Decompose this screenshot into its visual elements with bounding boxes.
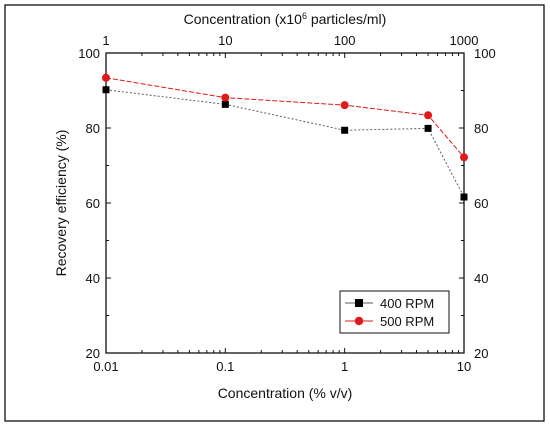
y-tick-label-right: 80 — [474, 121, 488, 136]
legend: 400 RPM 500 RPM — [339, 290, 450, 334]
data-point-400rpm — [460, 193, 468, 201]
top-x-axis-title-prefix: Concentration (x10 — [184, 11, 303, 27]
x-tick-label: 0.1 — [216, 359, 234, 374]
x-axis-title: Concentration (% v/v) — [218, 385, 353, 401]
y-tick-label-right: 40 — [474, 271, 488, 286]
y-tick-label-left: 40 — [86, 271, 100, 286]
y-tick-label-left: 20 — [86, 346, 100, 361]
y-tick-label-left: 60 — [86, 196, 100, 211]
x-tick-label: 1 — [341, 359, 348, 374]
data-point-500rpm — [460, 153, 468, 162]
y-tick-label-right: 20 — [474, 346, 488, 361]
data-point-400rpm — [341, 126, 349, 134]
legend-label-500rpm: 500 RPM — [380, 314, 434, 329]
y-tick-label-right: 60 — [474, 196, 488, 211]
y-tick-label-left: 100 — [78, 46, 100, 61]
data-point-500rpm — [102, 73, 110, 82]
figure-frame — [4, 4, 545, 422]
data-point-400rpm — [102, 86, 110, 94]
data-point-400rpm — [424, 124, 432, 132]
y-axis-title: Recovery efficiency (%) — [53, 130, 69, 277]
top-x-axis-title-superscript: 6 — [302, 11, 307, 21]
legend-box — [339, 290, 450, 334]
top-x-tick-label: 10 — [218, 33, 232, 48]
top-x-tick-label: 1 — [102, 33, 109, 48]
legend-label-400rpm: 400 RPM — [380, 296, 434, 311]
y-tick-label-left: 80 — [86, 121, 100, 136]
data-point-500rpm — [340, 101, 349, 110]
top-x-tick-label: 100 — [334, 33, 356, 48]
legend-marker-500rpm — [354, 316, 364, 326]
y-tick-label-right: 100 — [474, 46, 496, 61]
x-tick-label: 10 — [457, 359, 471, 374]
series-line-400rpm — [105, 89, 465, 198]
series-layer — [102, 73, 468, 201]
top-x-axis-title-suffix: particles/ml) — [307, 11, 386, 27]
top-x-tick-label: 1000 — [450, 33, 479, 48]
data-point-500rpm — [424, 111, 433, 120]
axis-ticks — [105, 52, 465, 354]
top-x-axis-title: Concentration (x106 particles/ml) — [184, 11, 387, 27]
data-point-500rpm — [221, 93, 230, 102]
x-tick-label: 0.01 — [93, 359, 118, 374]
legend-marker-400rpm — [355, 299, 363, 307]
data-point-400rpm — [221, 100, 229, 108]
